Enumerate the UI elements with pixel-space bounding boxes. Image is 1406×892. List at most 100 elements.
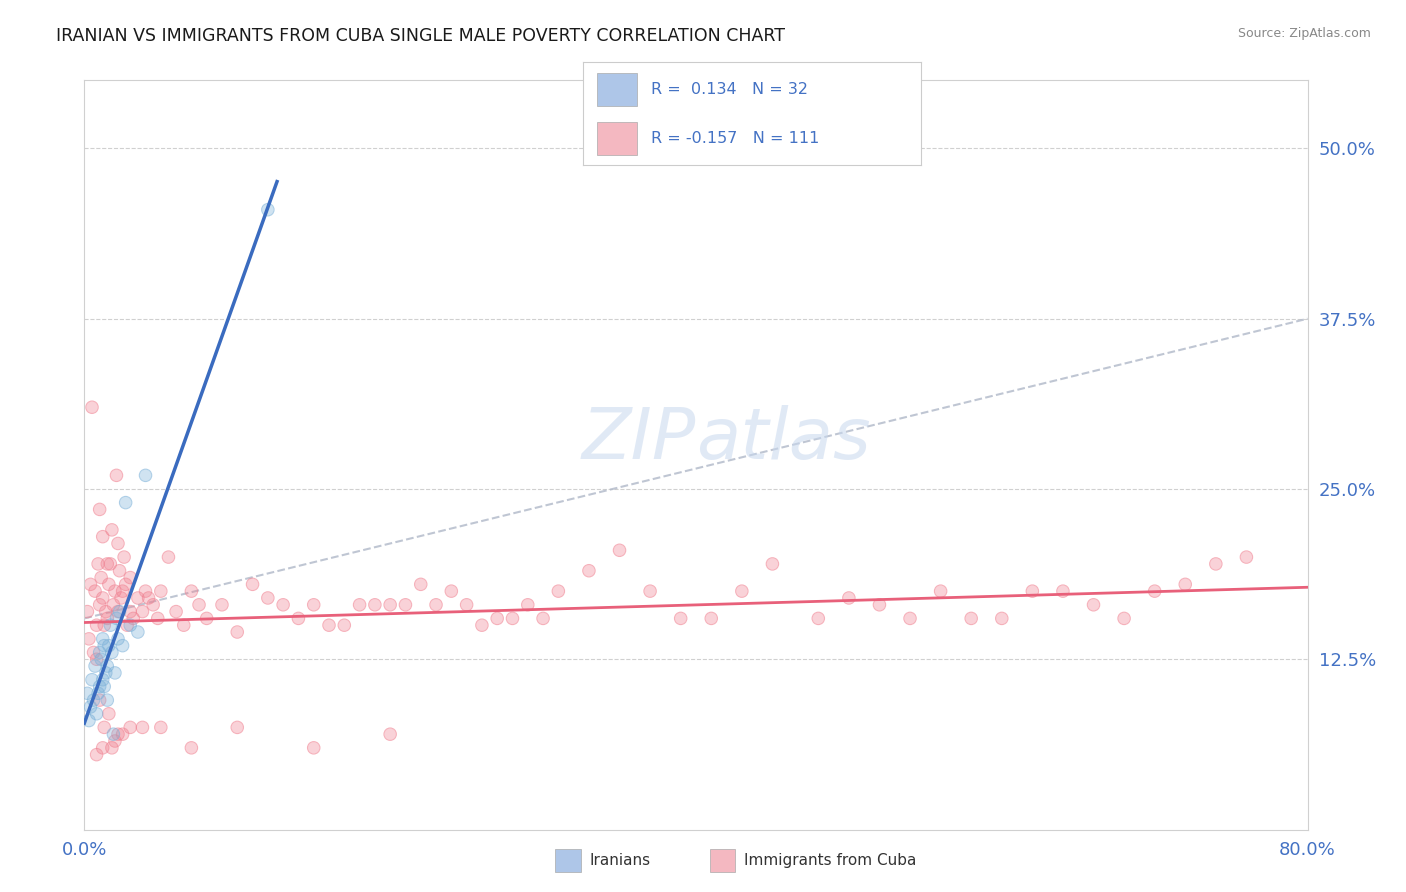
Point	[807, 611, 830, 625]
Text: atlas: atlas	[696, 406, 870, 475]
Point	[761, 557, 783, 571]
Point	[110, 591, 132, 605]
Point	[114, 577, 136, 591]
Point	[96, 659, 118, 673]
Point	[188, 598, 211, 612]
Point	[1236, 550, 1258, 565]
Point	[86, 706, 108, 721]
Point	[135, 584, 157, 599]
Point	[157, 550, 180, 565]
Point	[91, 530, 114, 544]
Point	[91, 740, 114, 755]
Point	[142, 598, 165, 612]
Point	[77, 632, 100, 646]
Point	[531, 611, 554, 625]
Point	[93, 618, 115, 632]
Point	[83, 693, 105, 707]
Point	[105, 468, 128, 483]
Point	[242, 577, 264, 591]
Point	[83, 693, 105, 707]
Point	[898, 611, 921, 625]
Point	[84, 659, 107, 673]
Point	[149, 720, 172, 734]
Point	[609, 543, 631, 558]
Point	[1114, 611, 1136, 625]
Point	[1052, 584, 1074, 599]
Point	[1143, 584, 1166, 599]
Point	[180, 740, 202, 755]
Point	[96, 693, 118, 707]
Point	[107, 727, 129, 741]
Point	[149, 584, 172, 599]
Point	[516, 598, 538, 612]
Point	[80, 401, 103, 415]
Point	[120, 605, 142, 619]
Point	[1114, 611, 1136, 625]
Point	[180, 584, 202, 599]
Point	[96, 659, 118, 673]
Point	[110, 591, 132, 605]
Point	[271, 598, 294, 612]
Point	[127, 625, 149, 640]
Point	[84, 584, 107, 599]
Point	[93, 680, 115, 694]
Point	[86, 747, 108, 762]
Point	[104, 734, 127, 748]
Point	[1083, 598, 1105, 612]
Point	[93, 639, 115, 653]
Point	[349, 598, 371, 612]
Point	[271, 598, 294, 612]
Text: IRANIAN VS IMMIGRANTS FROM CUBA SINGLE MALE POVERTY CORRELATION CHART: IRANIAN VS IMMIGRANTS FROM CUBA SINGLE M…	[56, 27, 785, 45]
Point	[98, 618, 121, 632]
Point	[83, 645, 105, 659]
Point	[112, 550, 135, 565]
Point	[364, 598, 387, 612]
Point	[94, 665, 117, 680]
Text: Iranians: Iranians	[589, 854, 650, 868]
Point	[226, 720, 249, 734]
Point	[111, 584, 134, 599]
Point	[146, 611, 169, 625]
Point	[103, 727, 125, 741]
Point	[257, 591, 280, 605]
Point	[79, 577, 101, 591]
Point	[838, 591, 860, 605]
Point	[87, 557, 110, 571]
Point	[165, 605, 187, 619]
Point	[302, 598, 325, 612]
Point	[1236, 550, 1258, 565]
Point	[104, 734, 127, 748]
Point	[107, 536, 129, 550]
Point	[257, 202, 280, 217]
Point	[700, 611, 723, 625]
Point	[960, 611, 983, 625]
Point	[108, 605, 131, 619]
Point	[97, 639, 120, 653]
Point	[87, 686, 110, 700]
Point	[149, 720, 172, 734]
Point	[93, 639, 115, 653]
Point	[80, 401, 103, 415]
Point	[173, 618, 195, 632]
Point	[731, 584, 754, 599]
Point	[77, 714, 100, 728]
Point	[669, 611, 692, 625]
Point	[1174, 577, 1197, 591]
Point	[135, 584, 157, 599]
Point	[115, 618, 138, 632]
Point	[609, 543, 631, 558]
Point	[111, 639, 134, 653]
Point	[135, 468, 157, 483]
Point	[76, 686, 98, 700]
Point	[89, 598, 111, 612]
Point	[287, 611, 309, 625]
Point	[91, 591, 114, 605]
Point	[180, 584, 202, 599]
Point	[91, 591, 114, 605]
Text: R =  0.134   N = 32: R = 0.134 N = 32	[651, 81, 808, 96]
Point	[188, 598, 211, 612]
Point	[101, 523, 124, 537]
Point	[101, 740, 124, 755]
Point	[89, 680, 111, 694]
Point	[94, 665, 117, 680]
